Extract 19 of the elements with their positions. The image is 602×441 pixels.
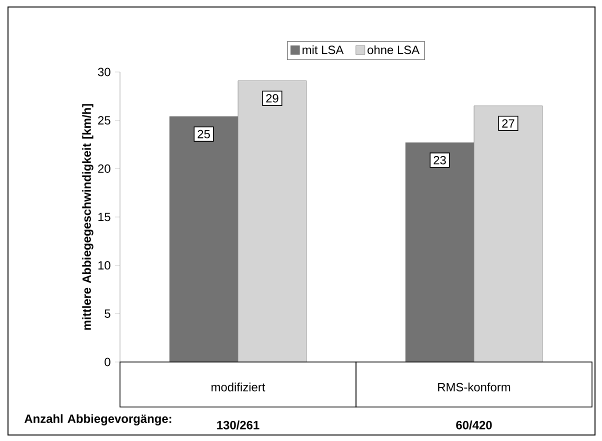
legend-label: mit LSA [302, 45, 344, 54]
y-tick-label: 15 [98, 212, 110, 222]
y-tick-label: 5 [104, 310, 110, 318]
text: 60/420 [456, 420, 492, 430]
y-axis-title: mittlere Abbiegegeschwindigkeit [km/h] [82, 104, 94, 330]
y-tick-label: 20 [98, 164, 110, 173]
x-tick-label: modifiziert [212, 382, 266, 392]
y-tick-label: 30 [98, 68, 110, 76]
y-tick-label: 10 [98, 261, 110, 270]
data-label: 25 [198, 130, 210, 138]
data-label: 27 [502, 119, 514, 128]
data-label: 23 [434, 156, 446, 164]
data-label: 29 [266, 94, 278, 103]
text: Anzahl Abbiegevorgänge: [24, 414, 172, 426]
y-tick-label: 25 [98, 116, 110, 125]
legend-label: ohne LSA [368, 45, 420, 54]
y-tick-label: 0 [104, 358, 110, 366]
text: 130/261 [217, 420, 260, 430]
x-tick-label: RMS-konform [438, 382, 510, 392]
